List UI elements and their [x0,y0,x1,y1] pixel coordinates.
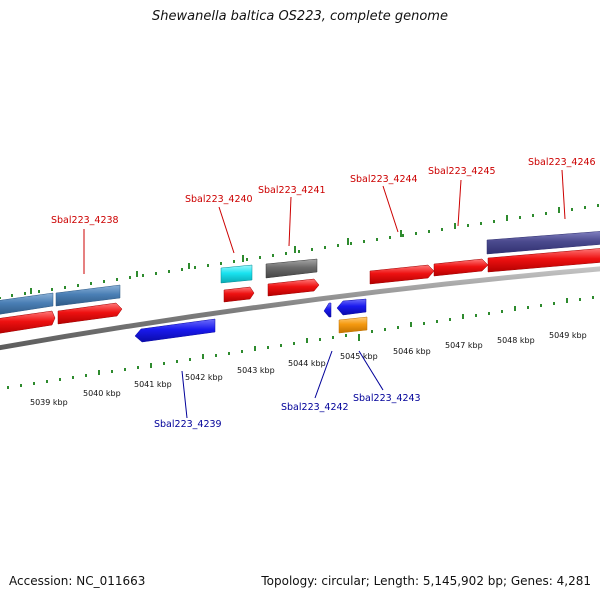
gene-label-sbal223-4245[interactable]: Sbal223_4245 [428,166,496,177]
gene-label-sbal223-4241[interactable]: Sbal223_4241 [258,185,326,196]
gene-feature-sbal223-4244[interactable] [369,264,435,285]
scale-label: 5045 kbp [340,352,378,361]
gene-label-sbal223-4242[interactable]: Sbal223_4242 [281,402,349,413]
gene-feature-sbal223-4240[interactable] [220,264,253,284]
scale-label: 5042 kbp [185,373,223,382]
gene-feature-sbal223-4246[interactable] [486,231,600,255]
scale-labels: 5039 kbp 5040 kbp 5041 kbp 5042 kbp 5043… [30,331,587,407]
scale-label: 5048 kbp [497,336,535,345]
gene-label-sbal223-4238[interactable]: Sbal223_4238 [51,215,119,226]
gene-label-sbal223-4246[interactable]: Sbal223_4246 [528,157,596,168]
gene-feature-red[interactable] [0,310,56,334]
genome-backbone [0,266,600,351]
gene-label-sbal223-4244[interactable]: Sbal223_4244 [350,174,418,185]
gene-feature-sbal223-4239[interactable] [134,318,216,343]
gene-feature-orange[interactable] [338,316,368,334]
accession-text: Accession: NC_011663 [9,574,146,588]
inner-tick-ruler [7,296,594,389]
topology-text: Topology: circular; Length: 5,145,902 bp… [261,574,591,588]
gene-label-sbal223-4240[interactable]: Sbal223_4240 [185,194,253,205]
forward-gene-labels: Sbal223_4238 Sbal223_4240 Sbal223_4241 S… [51,157,596,226]
gene-feature-sbal223-4245[interactable] [433,258,489,277]
gene-feature-sbal223-4238[interactable] [55,284,121,307]
forward-leader-lines [83,169,566,274]
scale-label: 5047 kbp [445,341,483,350]
scale-label: 5040 kbp [83,389,121,398]
gene-feature-sbal223-4241[interactable] [265,258,318,279]
gene-feature-red[interactable] [487,248,600,273]
map-title: Shewanella baltica OS223, complete genom… [152,9,448,24]
reverse-leader-lines [181,350,384,419]
gene-feature-sbal223-4242[interactable] [323,302,332,318]
scale-label: 5039 kbp [30,398,68,407]
gene-feature-sbal223-4243[interactable] [336,298,367,316]
scale-label: 5049 kbp [549,331,587,340]
gene-feature-red[interactable] [267,278,320,297]
scale-label: 5041 kbp [134,380,172,389]
gene-label-sbal223-4243[interactable]: Sbal223_4243 [353,393,421,404]
scale-label: 5044 kbp [288,359,326,368]
reverse-gene-labels: Sbal223_4239 Sbal223_4242 Sbal223_4243 [154,393,421,430]
gene-feature-steelblue[interactable] [0,292,54,315]
scale-label: 5043 kbp [237,366,275,375]
gene-feature-red[interactable] [57,302,123,325]
gene-label-sbal223-4239[interactable]: Sbal223_4239 [154,419,222,430]
gene-feature-red[interactable] [223,286,255,303]
forward-feature-track [0,231,600,334]
outer-tick-ruler [0,204,599,299]
scale-label: 5046 kbp [393,347,431,356]
reverse-feature-track [134,298,368,343]
